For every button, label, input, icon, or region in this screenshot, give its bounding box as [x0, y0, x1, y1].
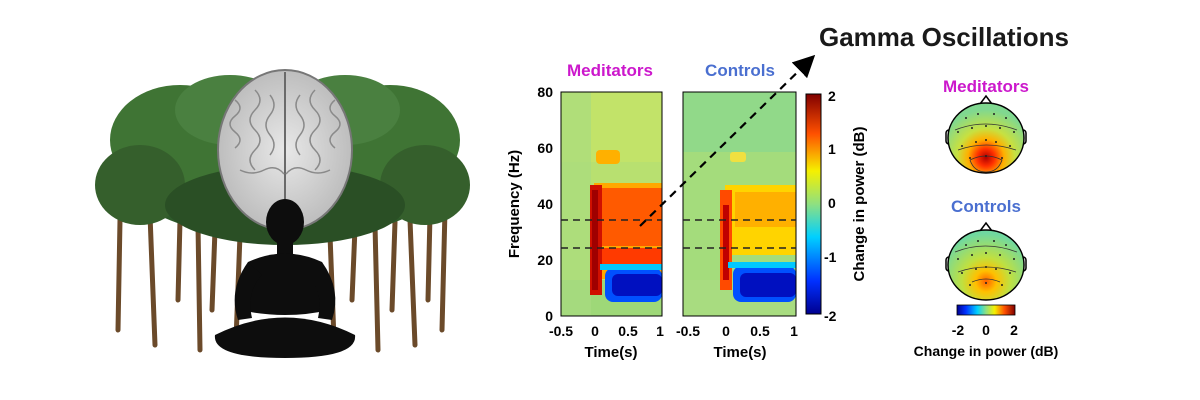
- topomap-scale-label: Change in power (dB): [914, 343, 1059, 359]
- x-tick-label: -0.5: [676, 323, 700, 339]
- topomap-scale-tick: -2: [952, 322, 965, 338]
- y-tick-label: 80: [537, 84, 553, 100]
- meditator-silhouette: [214, 199, 356, 358]
- spectrogram-meditators: [560, 91, 663, 317]
- controls-topomap-label: Controls: [951, 197, 1021, 216]
- spectrogram-y-axis: 80 60 40 20 0: [537, 84, 553, 324]
- x-axis-label-controls: Time(s): [713, 344, 766, 361]
- colorbar-tick: 0: [828, 195, 836, 211]
- meditators-topomap-label: Meditators: [943, 77, 1029, 96]
- y-axis-label: Frequency (Hz): [506, 150, 523, 258]
- x-tick-label: 0.5: [618, 323, 638, 339]
- colorbar-tick: -2: [824, 308, 837, 324]
- x-tick-label: 1: [656, 323, 664, 339]
- colorbar-tick: 1: [828, 141, 836, 157]
- y-tick-label: 20: [537, 252, 553, 268]
- colorbar-label: Change in power (dB): [851, 127, 868, 282]
- colorbar-tick: 2: [828, 88, 836, 104]
- dashed-arrow: [639, 54, 816, 227]
- spectrogram-controls: [682, 91, 797, 317]
- spectrogram-colorbar: 2 1 0 -1 -2 Change in power (dB): [805, 88, 868, 324]
- topomap-controls: [945, 221, 1027, 301]
- x-tick-label: 0.5: [750, 323, 770, 339]
- y-tick-label: 60: [537, 140, 553, 156]
- meditators-spectrogram-label: Meditators: [567, 61, 653, 80]
- colorbar-tick: -1: [824, 249, 837, 265]
- controls-spectrogram-label: Controls: [705, 61, 775, 80]
- electrode-dots: [957, 240, 1015, 286]
- x-tick-label: 0: [591, 323, 599, 339]
- figure-title: Gamma Oscillations: [819, 22, 1069, 52]
- topomap-colorbar: -2 0 2 Change in power (dB): [914, 304, 1059, 359]
- x-tick-label: 1: [790, 323, 798, 339]
- y-tick-label: 40: [537, 196, 553, 212]
- x-axis-label-meditators: Time(s): [584, 344, 637, 361]
- meditation-tree-illustration: [95, 69, 470, 358]
- electrode-dots: [957, 113, 1015, 159]
- topomap-scale-tick: 0: [982, 322, 990, 338]
- y-tick-label: 0: [545, 308, 553, 324]
- spectrogram-x-axis-meditators: -0.5 0 0.5 1 Time(s): [549, 323, 664, 361]
- x-tick-label: -0.5: [549, 323, 573, 339]
- spectrogram-x-axis-controls: -0.5 0 0.5 1 Time(s): [676, 323, 798, 361]
- topomap-scale-tick: 2: [1010, 322, 1018, 338]
- topomap-meditators: [945, 94, 1027, 174]
- x-tick-label: 0: [722, 323, 730, 339]
